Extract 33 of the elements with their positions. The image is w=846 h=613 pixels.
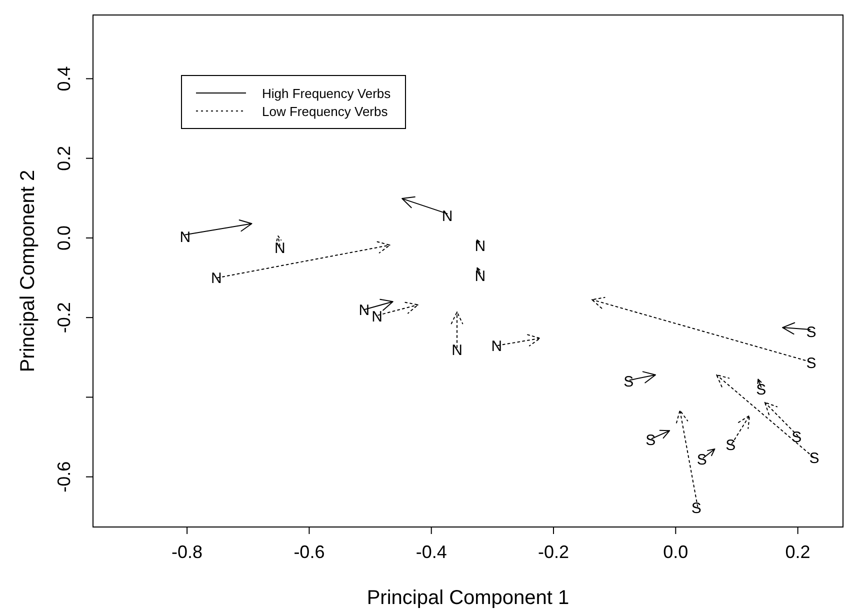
annotation: N xyxy=(210,270,222,288)
annotation: S xyxy=(696,452,707,469)
annotation: S xyxy=(809,450,820,468)
x-tick-label: -0.2 xyxy=(538,542,570,562)
annotation: N xyxy=(372,308,382,326)
annotation: S xyxy=(691,500,702,517)
annotation: N xyxy=(180,229,191,246)
y-tick-label: 0.0 xyxy=(54,225,74,250)
annotation: S xyxy=(806,324,816,341)
annotation: N xyxy=(274,240,286,258)
annotation: S xyxy=(806,354,816,372)
annotation: N xyxy=(491,338,502,355)
x-tick-label: -0.4 xyxy=(416,542,447,562)
annotation: N xyxy=(358,302,370,319)
annotation: S xyxy=(646,432,656,450)
annotation: N xyxy=(474,268,486,286)
y-axis-title: Principal Component 2 xyxy=(17,170,39,372)
x-tick-label: -0.8 xyxy=(172,542,203,562)
x-axis-title: Principal Component 1 xyxy=(366,587,570,609)
annotation: S xyxy=(756,382,766,399)
annotation: S xyxy=(726,436,736,454)
x-tick-label: 0.0 xyxy=(663,542,688,562)
x-tick-label: 0.2 xyxy=(785,542,810,562)
x-tick-label: -0.6 xyxy=(294,542,325,562)
y-tick-label: -0.2 xyxy=(54,302,74,334)
annotation: S xyxy=(624,374,634,391)
legend-label: High Frequency Verbs xyxy=(262,86,391,100)
y-tick-label: -0.6 xyxy=(54,461,74,492)
y-tick-label: 0.2 xyxy=(54,146,74,171)
legend-label: Low Frequency Verbs xyxy=(262,104,388,118)
annotation: N xyxy=(452,342,462,359)
annotation: N xyxy=(442,208,453,225)
y-tick-label: 0.4 xyxy=(54,66,74,92)
